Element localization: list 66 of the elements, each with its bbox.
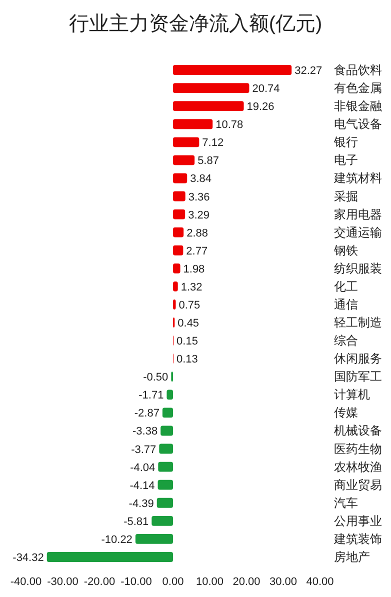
data-label: -4.39 bbox=[128, 498, 154, 510]
y-tick-label: 交通运输 bbox=[334, 225, 382, 240]
data-label: 0.45 bbox=[178, 318, 200, 330]
y-tick-label: 非银金融 bbox=[334, 99, 382, 114]
data-label: -4.14 bbox=[130, 480, 155, 492]
y-tick-label: 有色金属 bbox=[334, 81, 382, 96]
data-label: 32.27 bbox=[294, 65, 322, 78]
data-label: 0.15 bbox=[176, 336, 198, 348]
y-tick-label: 计算机 bbox=[334, 388, 370, 402]
y-tick-label: 采掘 bbox=[334, 189, 358, 204]
y-tick-label: 农林牧渔 bbox=[334, 460, 382, 474]
x-tick-label: 0.00 bbox=[162, 576, 184, 588]
data-label: -0.50 bbox=[143, 372, 168, 384]
data-label: 3.29 bbox=[188, 209, 210, 222]
y-tick-label: 银行 bbox=[333, 135, 358, 150]
data-label: -10.22 bbox=[101, 534, 132, 546]
y-tick-label: 医药生物 bbox=[334, 442, 382, 456]
title: 行业主力资金净流入额(亿元) bbox=[68, 13, 322, 35]
y-tick-label: 电子 bbox=[334, 153, 358, 168]
y-tick-label: 钢铁 bbox=[333, 243, 358, 258]
data-label: 3.36 bbox=[188, 191, 210, 204]
x-tick-label: -30.00 bbox=[47, 576, 78, 588]
y-tick-label: 休闲服务 bbox=[334, 352, 382, 366]
y-tick-label: 食品饮料 bbox=[334, 63, 382, 78]
data-label: 2.88 bbox=[186, 227, 208, 240]
y-tick-label: 机械设备 bbox=[334, 424, 382, 438]
y-tick-label: 建筑装饰 bbox=[333, 532, 382, 546]
data-label: -3.77 bbox=[131, 444, 156, 456]
x-tick-label: -20.00 bbox=[84, 576, 116, 588]
data-label: 0.13 bbox=[176, 354, 198, 366]
y-tick-label: 化工 bbox=[334, 279, 358, 294]
data-label: 1.32 bbox=[180, 281, 202, 294]
y-tick-label: 房地产 bbox=[334, 550, 370, 564]
data-label: -3.38 bbox=[132, 426, 158, 438]
y-tick-label: 综合 bbox=[334, 334, 358, 348]
data-label: -5.81 bbox=[124, 516, 149, 528]
y-tick-label: 商业贸易 bbox=[334, 478, 382, 492]
data-label: -1.71 bbox=[138, 390, 164, 402]
data-label: -2.87 bbox=[134, 408, 160, 420]
data-label: -4.04 bbox=[130, 462, 156, 474]
x-tick-label: 10.00 bbox=[196, 576, 224, 588]
x-tick-label: 30.00 bbox=[269, 576, 298, 588]
x-tick-label: -10.00 bbox=[120, 576, 152, 588]
y-tick-label: 纺织服装 bbox=[334, 261, 382, 276]
y-tick-label: 国防军工 bbox=[334, 370, 382, 384]
data-label: 5.87 bbox=[198, 155, 219, 168]
y-tick-label: 汽车 bbox=[334, 496, 358, 510]
data-label: 0.75 bbox=[178, 299, 200, 312]
data-label: 19.26 bbox=[246, 101, 274, 114]
data-label: 10.78 bbox=[216, 119, 244, 132]
y-tick-label: 公用事业 bbox=[334, 514, 382, 528]
x-tick-label: 40.00 bbox=[306, 576, 334, 588]
data-label: 7.12 bbox=[202, 137, 224, 150]
x-tick-label: -40.00 bbox=[10, 576, 42, 588]
data-label: 2.77 bbox=[186, 245, 208, 258]
y-tick-label: 电气设备 bbox=[334, 117, 382, 132]
x-tick-label: 20.00 bbox=[232, 576, 260, 588]
data-label: 1.98 bbox=[183, 263, 205, 276]
data-label: 20.74 bbox=[252, 83, 280, 96]
y-tick-label: 轻工制造 bbox=[334, 316, 382, 330]
y-tick-label: 建筑材料 bbox=[333, 171, 382, 186]
y-tick-label: 通信 bbox=[334, 297, 358, 312]
data-label: -34.32 bbox=[12, 552, 44, 564]
y-tick-label: 家用电器 bbox=[334, 207, 382, 222]
data-label: 3.84 bbox=[190, 173, 212, 186]
y-tick-label: 传媒 bbox=[334, 406, 358, 420]
